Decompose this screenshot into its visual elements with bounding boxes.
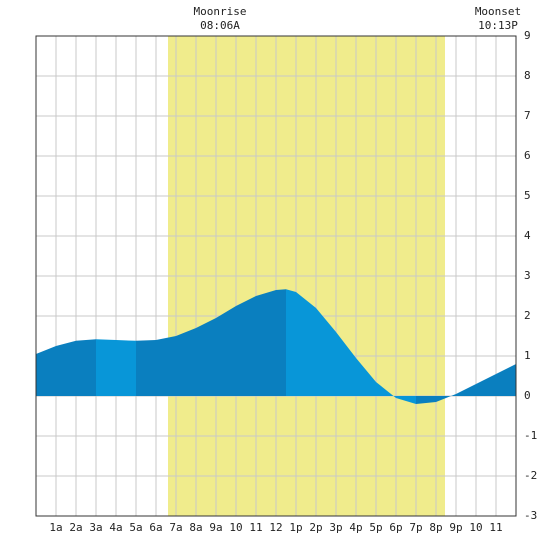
y-tick-label: 8	[524, 69, 531, 82]
x-tick-label: 5a	[129, 521, 142, 534]
x-tick-label: 7a	[169, 521, 182, 534]
moonset-time: 10:13P	[478, 19, 518, 32]
x-tick-label: 4p	[349, 521, 362, 534]
x-tick-label: 9p	[449, 521, 462, 534]
x-tick-label: 3a	[89, 521, 102, 534]
tide-area	[36, 339, 96, 396]
plot-border	[35, 35, 517, 517]
x-tick-label: 2p	[309, 521, 322, 534]
y-tick-label: 3	[524, 269, 531, 282]
y-tick-label: 7	[524, 109, 531, 122]
y-tick-label: -1	[524, 429, 537, 442]
x-tick-label: 7p	[409, 521, 422, 534]
x-tick-label: 11	[249, 521, 262, 534]
x-tick-label: 6p	[389, 521, 402, 534]
y-tick-label: 4	[524, 229, 531, 242]
y-tick-label: 9	[524, 29, 531, 42]
x-tick-label: 10	[469, 521, 482, 534]
y-tick-label: 6	[524, 149, 531, 162]
y-tick-label: -3	[524, 509, 537, 522]
y-tick-label: 5	[524, 189, 531, 202]
x-tick-label: 8a	[189, 521, 202, 534]
x-tick-label: 10	[229, 521, 242, 534]
x-tick-label: 11	[489, 521, 502, 534]
x-tick-label: 2a	[69, 521, 82, 534]
moonrise-time: 08:06A	[200, 19, 240, 32]
tide-area	[96, 339, 136, 396]
plot-area	[35, 35, 517, 517]
tide-area	[136, 289, 286, 396]
x-tick-label: 12	[269, 521, 282, 534]
y-tick-label: 1	[524, 349, 531, 362]
x-tick-label: 3p	[329, 521, 342, 534]
x-tick-label: 1a	[49, 521, 62, 534]
x-tick-label: 5p	[369, 521, 382, 534]
x-tick-label: 8p	[429, 521, 442, 534]
tide-area	[286, 289, 416, 404]
y-tick-label: 0	[524, 389, 531, 402]
moonset-label: Moonset	[475, 5, 521, 18]
moonrise-label: Moonrise	[194, 5, 247, 18]
y-tick-label: 2	[524, 309, 531, 322]
x-tick-label: 6a	[149, 521, 162, 534]
x-tick-label: 9a	[209, 521, 222, 534]
tide-area	[416, 364, 516, 404]
x-tick-label: 4a	[109, 521, 122, 534]
x-tick-label: 1p	[289, 521, 302, 534]
y-tick-label: -2	[524, 469, 537, 482]
